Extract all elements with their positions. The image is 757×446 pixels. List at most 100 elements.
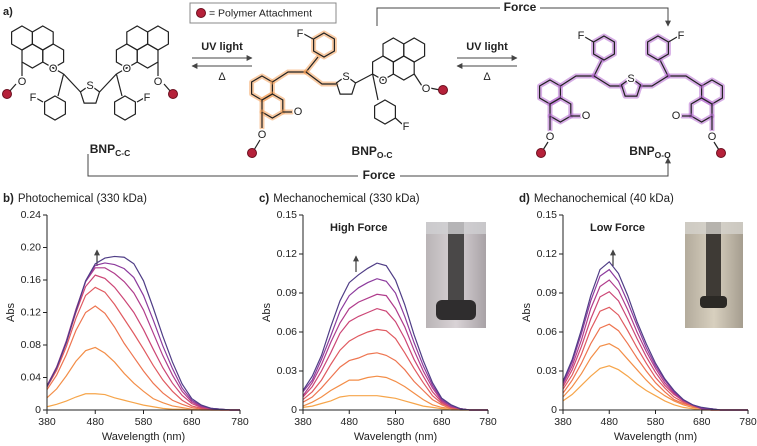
- bond: [560, 75, 594, 87]
- ring: [620, 77, 642, 97]
- panel-label: c): [259, 193, 269, 205]
- y-tick-label: 0.06: [277, 326, 298, 338]
- spectrum-line: [302, 375, 488, 411]
- ring: [21, 43, 44, 69]
- polymer-dot: [196, 8, 206, 18]
- spectrum-line: [46, 262, 240, 411]
- spectrum-line: [46, 346, 240, 411]
- atom-label: O: [379, 75, 388, 87]
- bond: [584, 36, 594, 43]
- ring: [79, 84, 101, 104]
- y-tick-label: 0.16: [21, 274, 42, 286]
- bond: [372, 73, 379, 101]
- annotation: High Force: [330, 222, 387, 234]
- bond: [355, 73, 373, 84]
- compound-label: BNPO-O: [629, 144, 671, 160]
- polymer-dot: [168, 89, 178, 99]
- spectrum-line: [46, 274, 240, 411]
- x-axis-label: Wavelength (nm): [102, 431, 185, 443]
- y-tick-label: 0.09: [277, 287, 298, 299]
- atom-label: O: [49, 63, 58, 75]
- bond: [640, 75, 669, 87]
- bond: [136, 97, 145, 103]
- title-text: Mechanochemical (330 kDa): [273, 193, 420, 205]
- compound-name: BNP: [352, 144, 377, 158]
- bond: [668, 36, 678, 43]
- x-tick-label: 580: [647, 416, 665, 428]
- ring: [549, 97, 572, 123]
- spectrum-line: [562, 323, 748, 411]
- y-tick-label: 0: [551, 404, 557, 416]
- bond: [542, 141, 549, 151]
- bond-glow: [303, 69, 339, 87]
- spectrum-line: [302, 395, 488, 411]
- bond: [713, 141, 720, 151]
- x-tick-label: 480: [340, 416, 358, 428]
- bond: [659, 59, 669, 77]
- atom-label: S: [342, 71, 349, 83]
- ring: [44, 95, 66, 121]
- atom-label: F: [678, 30, 685, 42]
- x-axis-label: Wavelength (nm): [614, 431, 697, 443]
- x-axis-label: Wavelength (nm): [354, 431, 437, 443]
- atom-label: F: [30, 92, 37, 104]
- bond-glow: [269, 69, 309, 85]
- x-tick-label: 380: [38, 416, 56, 428]
- bond: [593, 75, 622, 87]
- atom-label: O: [18, 76, 27, 88]
- y-tick-label: 0: [35, 404, 41, 416]
- bond: [253, 139, 261, 151]
- x-tick-label: 480: [86, 416, 104, 428]
- panel-label: a): [3, 6, 13, 18]
- x-tick-label: 780: [479, 416, 497, 428]
- ring: [403, 37, 426, 63]
- atom-label: O: [546, 131, 555, 143]
- y-tick-label: 0.15: [277, 209, 298, 221]
- ring: [114, 95, 136, 121]
- chart-title: c) Mechanochemical (330 kDa): [259, 193, 420, 205]
- y-tick-label: 0.08: [21, 339, 42, 351]
- atom-label: O: [422, 83, 431, 95]
- x-tick-label: 680: [693, 416, 711, 428]
- compound-sub: O-C: [377, 150, 393, 160]
- polymer-dot: [438, 85, 448, 95]
- bond: [668, 75, 702, 87]
- compound-name: BNP: [629, 144, 654, 158]
- atom-label: O: [294, 106, 303, 118]
- force-label: Force: [363, 168, 396, 182]
- y-axis-label: Abs: [521, 303, 533, 322]
- title-text: Photochemical (330 kDa): [18, 193, 147, 205]
- ring: [374, 99, 396, 125]
- y-tick-label: 0.09: [537, 287, 558, 299]
- x-tick-label: 680: [183, 416, 201, 428]
- ring: [690, 97, 713, 123]
- bond: [303, 33, 314, 40]
- atom-label: S: [627, 73, 634, 85]
- y-tick-label: 0.06: [537, 326, 558, 338]
- spectrum-line: [46, 267, 240, 411]
- compound-label: BNPC-C: [90, 142, 130, 158]
- polymer-dot: [247, 148, 257, 158]
- y-tick-label: 0.12: [537, 248, 558, 260]
- bond: [413, 73, 423, 87]
- spectrum-line: [302, 262, 488, 411]
- y-tick-label: 0.12: [21, 306, 42, 318]
- bond: [63, 73, 81, 93]
- bond: [115, 73, 123, 97]
- panel-label: d): [519, 193, 530, 205]
- bond-glow: [665, 73, 705, 89]
- x-tick-label: 680: [433, 416, 451, 428]
- x-tick-label: 380: [554, 416, 572, 428]
- atom-label: F: [297, 28, 304, 40]
- bond: [99, 73, 117, 93]
- polymer-dot: [536, 148, 546, 158]
- bond: [305, 71, 336, 85]
- bond: [116, 67, 128, 75]
- x-tick-label: 580: [135, 416, 153, 428]
- photo: [426, 222, 486, 328]
- y-tick-label: 0.20: [21, 241, 42, 253]
- polymer-dot: [2, 89, 12, 99]
- y-tick-label: 0.03: [537, 365, 558, 377]
- atom-label: F: [403, 121, 410, 133]
- spectrum-line: [46, 255, 240, 411]
